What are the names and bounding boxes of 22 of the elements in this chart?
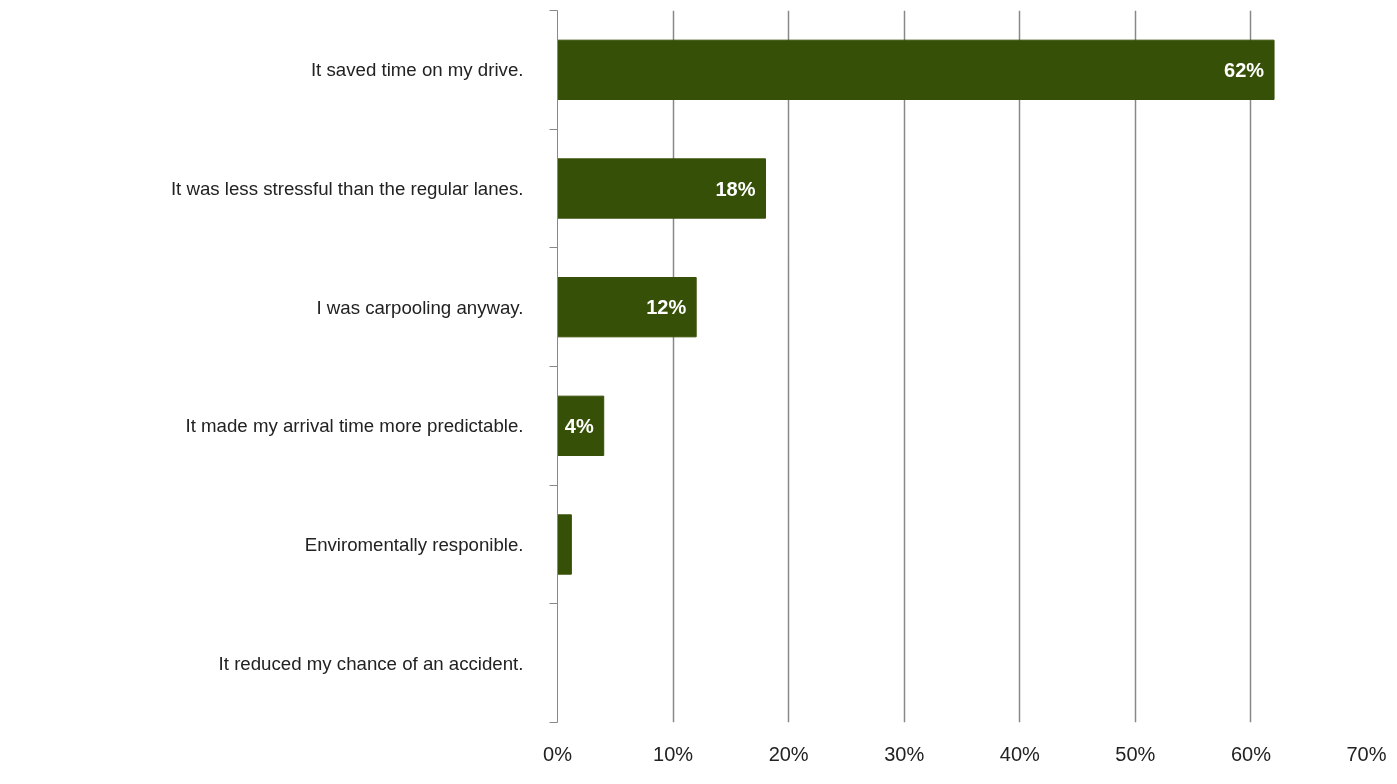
y-tick-label: It saved time on my drive. <box>310 59 524 81</box>
bar <box>557 277 697 338</box>
x-tick-label: 60% <box>1230 742 1272 765</box>
x-tick-label: 70% <box>1346 742 1387 765</box>
x-tick-label: 10% <box>653 742 694 765</box>
data-label: 12% <box>646 296 687 319</box>
bar <box>557 158 767 219</box>
x-tick-label: 30% <box>884 742 925 765</box>
y-tick-label: It reduced my chance of an accident. <box>218 652 524 674</box>
x-tick-label: 50% <box>1115 742 1156 765</box>
y-tick-label: Enviromentally responible. <box>304 534 524 555</box>
x-tick-label: 0% <box>543 742 573 765</box>
x-tick-label: 20% <box>768 742 809 765</box>
bar <box>557 514 572 575</box>
data-label: 62% <box>1224 58 1265 81</box>
y-tick-label: It made my arrival time more predictable. <box>185 415 524 437</box>
y-tick-label: I was carpooling anyway. <box>316 296 524 318</box>
data-label: 4% <box>564 414 594 437</box>
x-tick-label: 40% <box>999 742 1041 765</box>
data-label: 18% <box>715 177 756 200</box>
bar <box>557 39 1275 100</box>
y-tick-label: It was less stressful than the regular lanes. <box>170 178 524 199</box>
